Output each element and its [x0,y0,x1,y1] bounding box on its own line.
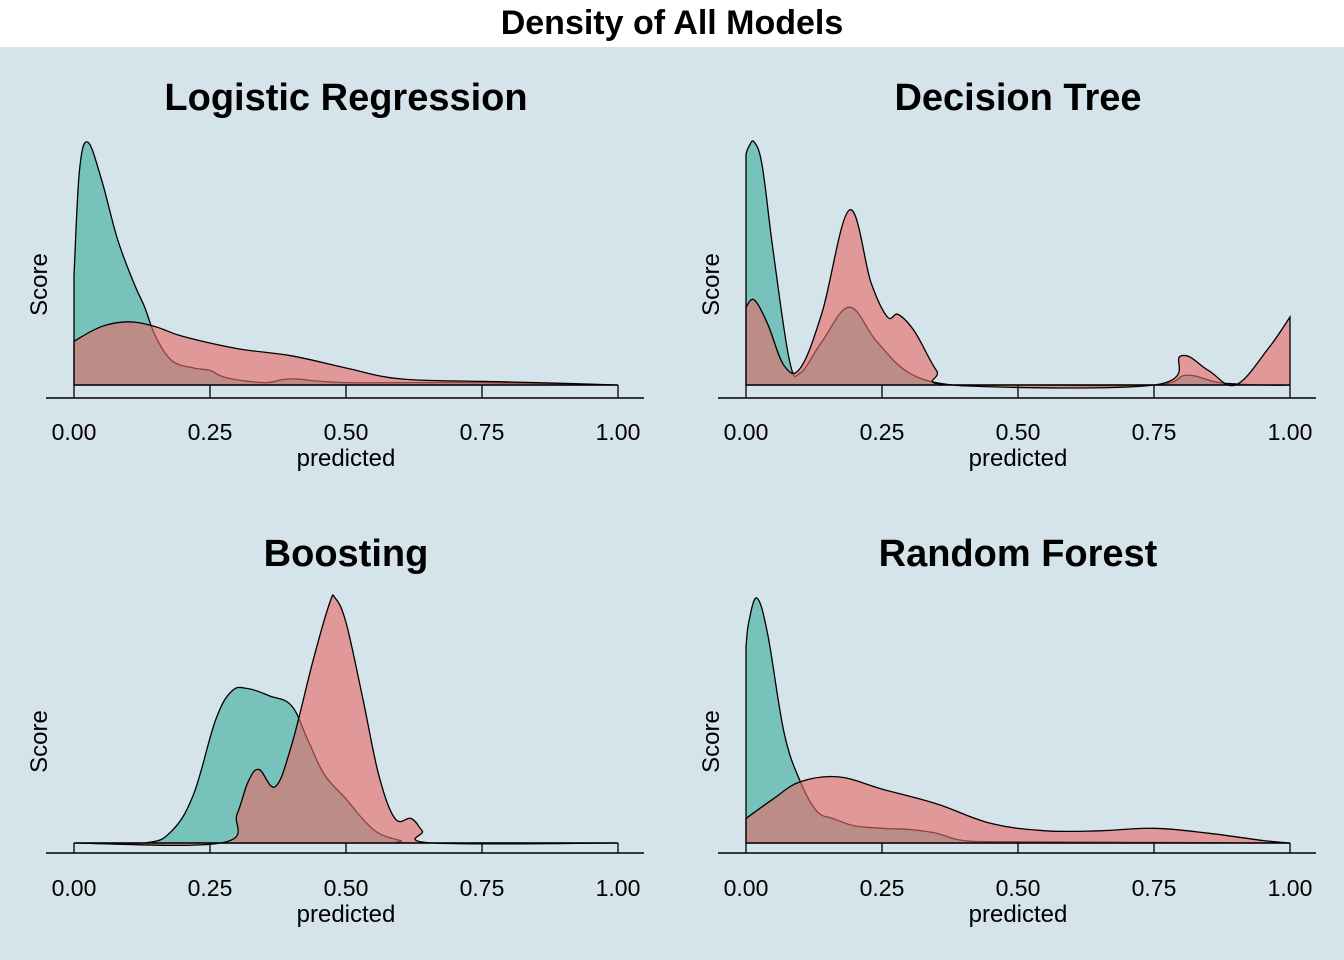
x-tick-label: 0.75 [1132,419,1177,445]
x-tick-label: 0.00 [724,875,769,901]
density-area-series-2 [73,321,619,386]
panel-title: Decision Tree [894,77,1141,119]
y-axis-label: Score [698,710,725,773]
x-tick-label: 0.25 [860,419,905,445]
x-axis-label: predicted [969,901,1068,928]
density-area-series-2 [73,594,619,846]
x-axis-label: predicted [297,901,396,928]
y-axis-label: Score [698,253,725,316]
x-tick-label: 0.75 [460,419,505,445]
x-tick-label: 0.25 [860,875,905,901]
panel-title: Random Forest [879,533,1158,575]
density-area-series-2 [745,775,1291,844]
x-tick-label: 0.25 [188,419,233,445]
x-tick-label: 0.50 [324,419,369,445]
x-tick-label: 1.00 [596,419,641,445]
x-tick-label: 1.00 [1268,419,1313,445]
x-axis-label: predicted [969,445,1068,472]
x-tick-label: 0.00 [52,419,97,445]
y-axis-label: Score [26,253,53,316]
x-tick-label: 0.50 [324,875,369,901]
x-tick-label: 0.00 [724,419,769,445]
x-tick-label: 0.25 [188,875,233,901]
x-tick-label: 0.50 [996,875,1041,901]
x-axis-label: predicted [297,445,396,472]
panel-title: Boosting [264,533,429,575]
x-tick-label: 0.00 [52,875,97,901]
x-tick-label: 0.75 [460,875,505,901]
x-tick-label: 1.00 [596,875,641,901]
panel-title: Logistic Regression [164,77,527,119]
density-area-series-2 [745,209,1291,389]
x-tick-label: 0.75 [1132,875,1177,901]
page-title: Density of All Models [500,4,844,42]
x-tick-label: 1.00 [1268,875,1313,901]
y-axis-label: Score [26,710,53,773]
x-tick-label: 0.50 [996,419,1041,445]
